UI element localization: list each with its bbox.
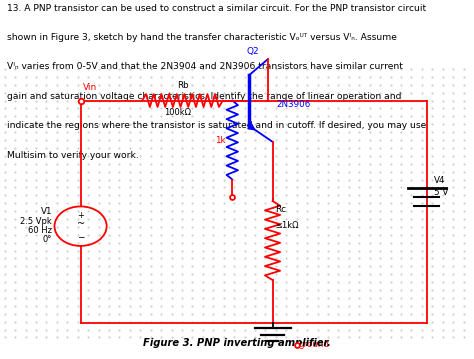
Text: 60 Hz: 60 Hz (28, 226, 52, 236)
Text: 2.5 Vpk: 2.5 Vpk (20, 217, 52, 226)
Text: ground: ground (299, 340, 329, 349)
Text: V1: V1 (41, 207, 52, 216)
Text: 1k: 1k (215, 135, 226, 145)
Text: 100kΩ: 100kΩ (164, 108, 191, 117)
Text: −: − (77, 233, 84, 242)
Text: +: + (77, 211, 84, 220)
Text: 5 V: 5 V (434, 187, 448, 197)
Text: ≤1kΩ: ≤1kΩ (275, 221, 299, 230)
Text: Rc: Rc (275, 205, 286, 214)
Text: shown in Figure 3, sketch by hand the transfer characteristic Vₒᵁᵀ versus Vᴵₙ. A: shown in Figure 3, sketch by hand the tr… (7, 33, 397, 42)
Text: gain and saturation voltage characteristics. Identify the range of linear operat: gain and saturation voltage characterist… (7, 92, 401, 101)
Text: Vin: Vin (83, 83, 97, 92)
Text: Vᴵₙ varies from 0-5V and that the 2N3904 and 2N3906 transistors have similar cur: Vᴵₙ varies from 0-5V and that the 2N3904… (7, 62, 403, 71)
Text: 2N3906: 2N3906 (276, 99, 310, 109)
Text: V4: V4 (434, 176, 445, 185)
Text: Rb: Rb (177, 81, 188, 90)
Text: 13. A PNP transistor can be used to construct a similar circuit. For the PNP tra: 13. A PNP transistor can be used to cons… (7, 4, 426, 13)
Text: Q2: Q2 (246, 47, 259, 56)
Text: indicate the regions where the transistor is saturated and in cutoff. If desired: indicate the regions where the transisto… (7, 121, 426, 130)
Text: Figure 3. PNP inverting amplifier.: Figure 3. PNP inverting amplifier. (143, 338, 331, 348)
Text: ~: ~ (76, 219, 85, 229)
Text: Multisim to verify your work.: Multisim to verify your work. (7, 151, 139, 160)
Text: 0°: 0° (43, 235, 52, 244)
